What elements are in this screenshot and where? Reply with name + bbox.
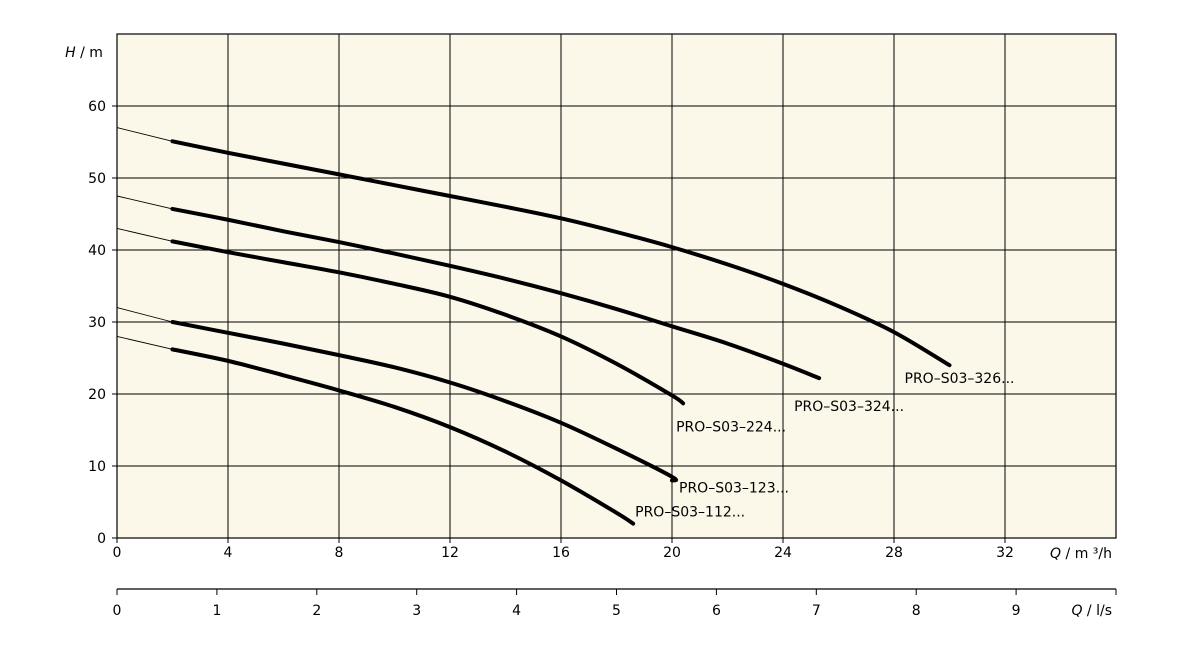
plot-frame — [116, 33, 1117, 539]
series-line — [170, 320, 679, 483]
x-tick-label: 20 — [663, 545, 681, 561]
secondary-x-tick-label: 3 — [412, 603, 421, 619]
plot-background-layer — [117, 34, 1116, 538]
extrapolation-line — [116, 307, 173, 323]
x-tick-label: 4 — [224, 545, 233, 561]
x-tick-label: 8 — [335, 545, 344, 561]
y-axis-label: H / m — [65, 45, 103, 61]
series-label: PRO–S03–326... — [905, 371, 1015, 387]
extrapolation-layer — [116, 127, 173, 350]
secondary-x-tick-label: 5 — [612, 603, 621, 619]
series-label: PRO–S03–112... — [635, 505, 745, 521]
x-tick-label: 12 — [441, 545, 459, 561]
series-label: PRO–S03–224... — [676, 419, 786, 435]
secondary-x-tick-label: 4 — [512, 603, 521, 619]
plot-background — [117, 34, 1116, 538]
series-layer — [170, 139, 952, 526]
series-line — [170, 239, 686, 406]
x-tick-label: 28 — [885, 545, 903, 561]
extrapolation-line — [116, 195, 173, 210]
secondary-x-tick-label: 9 — [1012, 603, 1021, 619]
secondary-x-tick-label: 2 — [312, 603, 321, 619]
secondary-x-tick-label: 0 — [113, 603, 122, 619]
secondary-x-tick-label: 8 — [912, 603, 921, 619]
y-tick-label: 30 — [88, 315, 106, 331]
series-label: PRO–S03–324... — [794, 399, 904, 415]
y-tick-label: 40 — [88, 243, 106, 259]
series-label: PRO–S03–123... — [679, 480, 789, 496]
x-tick-label: 32 — [996, 545, 1014, 561]
series-line — [170, 139, 952, 368]
x-tick-label: 24 — [774, 545, 792, 561]
y-tick-label: 60 — [88, 99, 106, 115]
y-tick-label: 20 — [88, 387, 106, 403]
series-line — [170, 206, 822, 381]
secondary-x-tick-label: 6 — [712, 603, 721, 619]
series-line — [170, 347, 636, 526]
extrapolation-line — [116, 335, 173, 350]
secondary-x-tick-label: 1 — [212, 603, 221, 619]
x-tick-label: 16 — [552, 545, 570, 561]
axes-layer — [112, 33, 1117, 595]
secondary-x-tick-label: 7 — [812, 603, 821, 619]
y-tick-label: 50 — [88, 171, 106, 187]
secondary-x-axis-label: Q / l/s — [1071, 603, 1112, 619]
y-tick-label: 0 — [97, 531, 106, 547]
x-tick-label: 0 — [113, 545, 122, 561]
extrapolation-line — [116, 227, 173, 242]
extrapolation-line — [116, 127, 173, 142]
y-tick-label: 10 — [88, 459, 106, 475]
x-axis-label: Q / m ³/h — [1050, 546, 1112, 562]
